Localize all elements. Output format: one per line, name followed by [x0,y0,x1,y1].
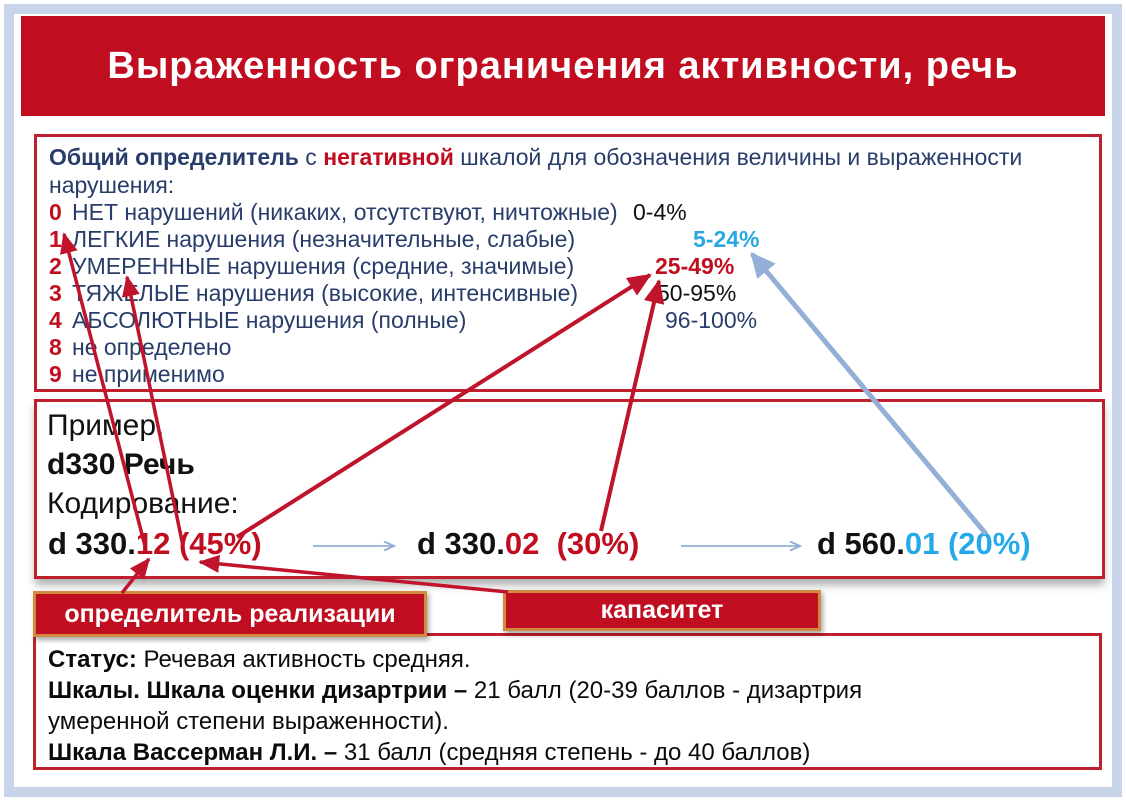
intro-line-2: нарушения: [49,172,175,198]
determiner-intro: Общий определитель с негативной шкалой д… [49,143,1087,171]
status-box: Статус: Речевая активность средняя. Шкал… [33,633,1102,770]
scale-row-text: АБСОЛЮТНЫЕ нарушения (полные) [72,307,467,333]
scale-row-percent: 0-4% [633,199,687,225]
scale-row-number: 4 [49,307,62,333]
label-capacity: капаситет [503,590,821,631]
example-line-3: Кодирование: [47,487,239,520]
label-performance-text: определитель реализации [64,599,396,628]
status-line-3: умеренной степени выраженности). [48,708,449,735]
scale-row-number: 3 [49,280,62,306]
status-line-2-bold: Шкалы. Шкала оценки дизартрии – [48,677,468,704]
determiner-scale-box: Общий определитель с негативной шкалой д… [34,134,1102,392]
example-line-2: d330 Речь [47,448,195,481]
scale-row-4: 4 АБСОЛЮТНЫЕ нарушения (полные) 96-100% [49,307,1087,334]
status-line-1-bold: Статус: [48,646,137,673]
page-title: Выраженность ограничения активности, реч… [107,44,1019,87]
code-2-qualifier: 02 (30%) [504,526,640,561]
label-performance-qualifier: определитель реализации [33,591,427,637]
code-1: d 330.12 (45%) [48,524,262,563]
example-line-1: Пример. [47,409,165,442]
scale-row-0: 0 НЕТ нарушений (никаких, отсутствуют, ни… [49,199,1087,226]
intro-part-3: негативной [323,144,454,170]
label-capacity-text: капаситет [600,596,724,624]
code-3-qualifier: 01 (20%) [904,526,1031,561]
slide-header: Выраженность ограничения активности, реч… [21,16,1105,116]
scale-row-2: 2 УМЕРЕННЫЕ нарушения (средние, значимые)… [49,253,1087,280]
scale-row-9: 9 не применимо [49,361,1087,388]
code-1-prefix: d 330. [48,526,136,561]
status-line-1-rest: Речевая активность средняя. [136,646,471,673]
scale-row-percent: 25-49% [655,253,735,279]
scale-row-text: не применимо [72,361,225,387]
scale-row-text: УМЕРЕННЫЕ нарушения (средние, значимые) [72,253,575,279]
status-line-1: Статус: Речевая активность средняя. [48,644,1087,675]
scale-row-text: НЕТ нарушений (никаких, отсутствуют, нич… [72,199,618,225]
scale-row-3: 3 ТЯЖЕЛЫЕ нарушения (высокие, интенсивные… [49,280,1087,307]
code-1-qualifier: 12 (45%) [135,526,262,561]
status-line-4: Шкала Вассерман Л.И. – 31 балл (средняя … [48,737,1087,768]
status-line-2-rest: 21 балл (20-39 баллов - дизартрия [467,677,863,704]
code-3: d 560.01 (20%) [817,524,1031,563]
code-2-prefix: d 330. [417,526,505,561]
scale-row-number: 0 [49,199,62,225]
example-box: Пример. d330 Речь Кодирование: d 330.12 … [34,399,1105,579]
intro-part-4: шкалой для обозначения величины и выраже… [453,144,1023,170]
scale-row-percent: 5-24% [693,226,760,252]
scale-row-number: 2 [49,253,62,279]
scale-row-8: 8 не определено [49,334,1087,361]
scale-row-percent: 96-100% [665,307,758,333]
scale-row-1: 1 ЛЕГКИЕ нарушения (незначительные, слабы… [49,226,1087,253]
status-line-4-bold: Шкала Вассерман Л.И. – [48,739,338,766]
scale-row-percent: 50-95% [657,280,737,306]
code-2: d 330.02 (30%) [417,524,639,563]
scale-row-number: 8 [49,334,62,360]
scale-row-text: ЛЕГКИЕ нарушения (незначительные, слабые… [72,226,576,252]
status-line-4-rest: 31 балл (средняя степень - до 40 баллов) [337,739,811,766]
status-line-2: Шкалы. Шкала оценки дизартрии – 21 балл … [48,675,1087,706]
scale-row-number: 1 [49,226,62,252]
scale-row-number: 9 [49,361,62,387]
scale-row-text: не определено [72,334,232,360]
intro-part-2: с [298,144,324,170]
scale-row-text: ТЯЖЕЛЫЕ нарушения (высокие, интенсивные) [72,280,579,306]
code-line: d 330.12 (45%) d 330.02 (30%) d 560.01 (… [37,524,1102,570]
code-3-prefix: d 560. [817,526,905,561]
intro-part-1: Общий определитель [49,144,299,170]
